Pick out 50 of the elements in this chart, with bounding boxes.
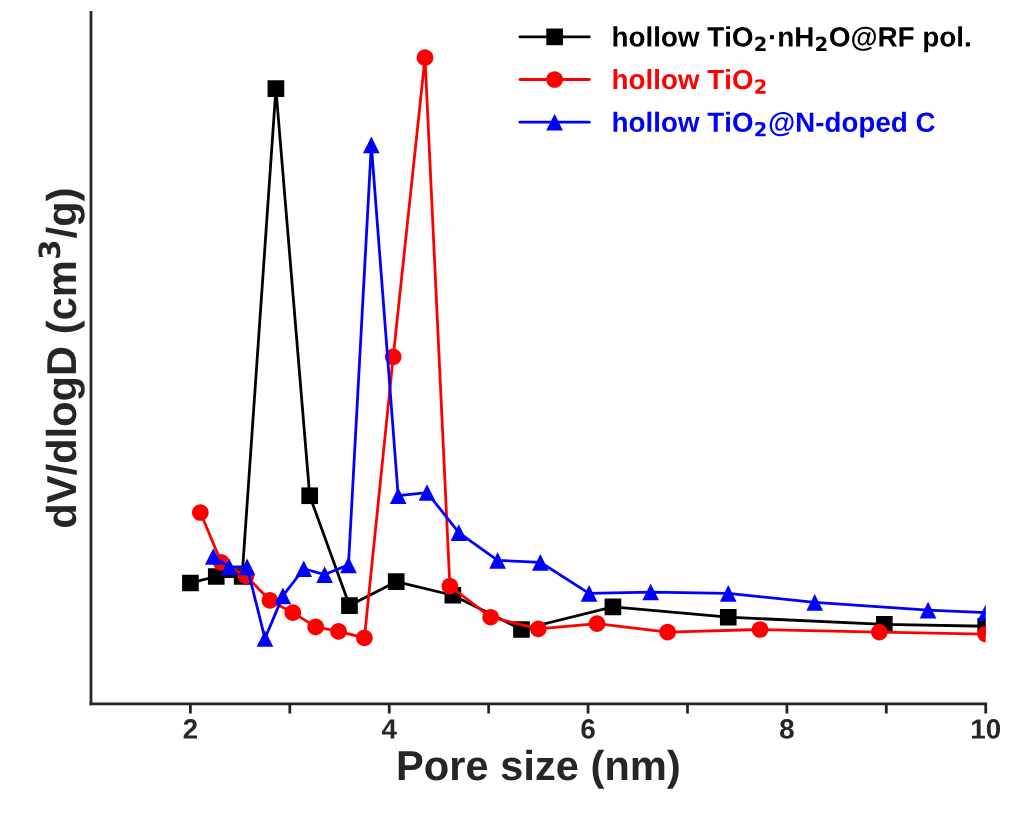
point — [530, 620, 547, 638]
point — [295, 560, 313, 578]
point — [301, 487, 319, 505]
point — [871, 623, 888, 641]
y-axis-title: dV/dlogD (cm$^{3}$/g) — [38, 189, 85, 528]
point — [482, 608, 499, 626]
point — [316, 566, 333, 583]
point — [489, 552, 506, 569]
point — [450, 524, 468, 541]
point — [387, 573, 405, 591]
legend-label: hollow TiO$_{2}$ — [613, 68, 766, 94]
point — [220, 558, 238, 576]
x-tick-label: 4 — [381, 719, 397, 739]
legend-label: hollow TiO$_{2}$@N-doped C — [613, 111, 935, 138]
point — [182, 574, 199, 592]
x-axis-title: Pore size (nm) — [398, 749, 679, 789]
point — [806, 594, 824, 611]
point — [340, 556, 357, 574]
point — [659, 623, 676, 641]
point — [532, 553, 549, 571]
point — [751, 621, 769, 638]
point — [192, 504, 209, 521]
point — [274, 587, 292, 605]
point — [919, 601, 937, 619]
point — [284, 604, 302, 622]
point — [418, 484, 436, 501]
x-tick-label: 10 — [972, 719, 1001, 739]
point — [238, 558, 256, 576]
point — [261, 592, 279, 609]
point — [604, 598, 622, 616]
point — [204, 548, 222, 565]
point — [719, 584, 737, 602]
x-tick-label: 6 — [581, 719, 595, 739]
point — [341, 597, 358, 614]
point — [356, 629, 373, 647]
point — [719, 608, 737, 626]
point — [642, 583, 660, 601]
x-tick-label: 8 — [780, 719, 794, 739]
point — [267, 80, 285, 97]
point — [588, 615, 606, 633]
legend-label: hollow TiO$_{2}$·nH$_{2}$O@RF pol. — [613, 26, 970, 53]
point — [580, 584, 598, 602]
point — [330, 623, 347, 640]
point — [307, 618, 324, 636]
point — [363, 136, 380, 154]
point — [441, 577, 459, 595]
point — [389, 487, 407, 505]
x-tick-label: 2 — [183, 719, 198, 739]
point — [416, 49, 434, 66]
point — [256, 630, 274, 647]
